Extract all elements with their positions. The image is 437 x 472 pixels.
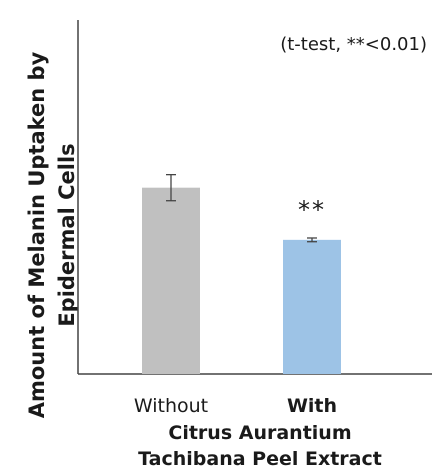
error-bar-with — [307, 237, 317, 243]
category-label-with: With — [286, 395, 338, 417]
bars-group — [142, 173, 341, 374]
bar-with — [283, 239, 341, 374]
significance-marker-with: ** — [298, 195, 326, 224]
bar-without — [142, 187, 200, 374]
error-bar-without — [166, 173, 176, 202]
significance-note: (t-test, **<0.01) — [280, 34, 427, 55]
group-label-line-1: Citrus Aurantium — [168, 422, 352, 444]
category-label-without: Without — [133, 395, 209, 417]
group-label-line-2: Tachibana Peel Extract — [138, 448, 382, 470]
group-label: Citrus Aurantium Tachibana Peel Extract — [138, 420, 382, 472]
